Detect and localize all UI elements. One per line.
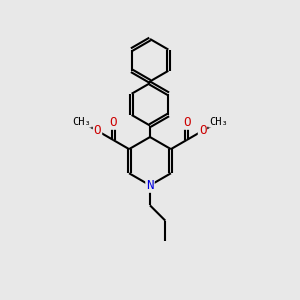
Text: CH₃: CH₃ — [72, 117, 91, 127]
Text: CH₃: CH₃ — [209, 117, 228, 127]
Text: O: O — [110, 116, 117, 129]
Text: O: O — [94, 124, 101, 137]
Text: N: N — [146, 179, 154, 192]
Text: O: O — [183, 116, 190, 129]
Text: O: O — [199, 124, 206, 137]
